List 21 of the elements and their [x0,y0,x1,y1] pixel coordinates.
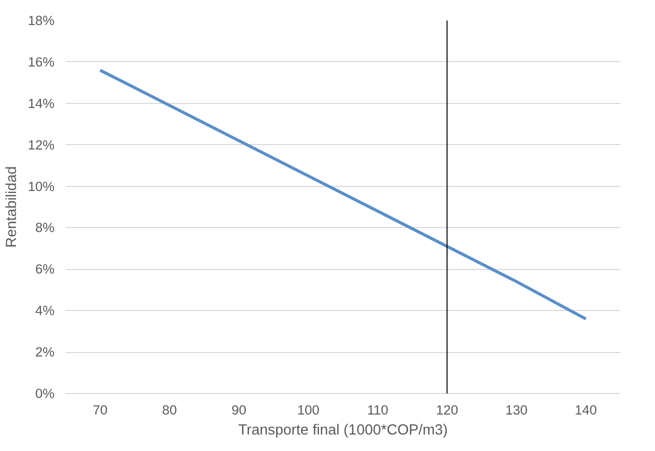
y-tick-label: 16% [28,54,55,70]
x-tick-label: 130 [505,402,528,418]
y-axis-title: Rentabilidad [4,166,20,248]
x-tick-label: 140 [574,402,597,418]
y-tick-label: 6% [35,262,55,277]
y-tick-label: 10% [28,178,55,194]
y-tick-label: 8% [35,220,55,236]
x-tick-label: 100 [297,402,320,418]
x-tick-label: 90 [232,402,246,418]
line-series [98,68,588,320]
x-tick-label: 80 [162,402,177,418]
x-axis-title: Transporte final (1000*COP/m3) [238,422,448,438]
y-tick-label: 12% [28,137,55,152]
y-tick-label: 18% [28,13,55,28]
x-tick-label: 120 [436,402,458,418]
y-tick-label: 2% [35,344,55,360]
x-tick-label: 70 [92,402,108,418]
y-tick-label: 14% [28,96,55,111]
x-tick-label: 110 [367,402,388,418]
y-tick-label: 0% [35,386,55,401]
y-tick-label: 4% [35,303,55,318]
